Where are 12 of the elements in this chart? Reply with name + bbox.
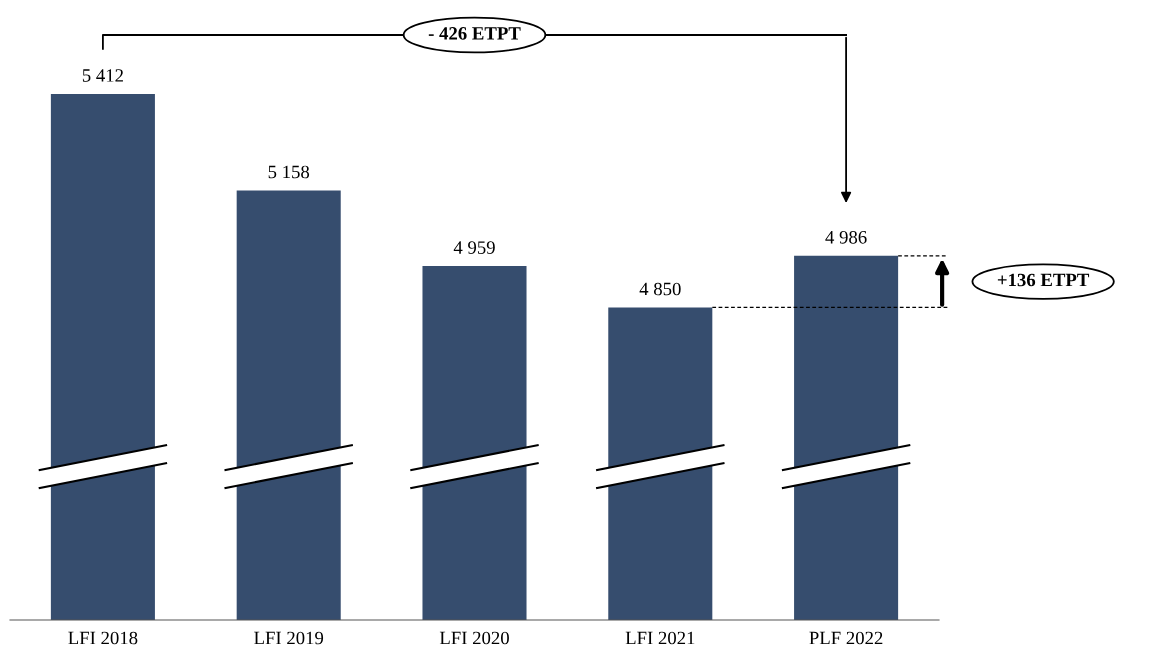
data-label: 5 158 <box>268 165 310 179</box>
data-label: 4 850 <box>639 282 681 296</box>
text: +136 ETPT <box>997 273 1090 287</box>
data-label: 5 412 <box>82 69 123 82</box>
x-tick-label: LFI 2019 <box>254 631 324 645</box>
text: - 426 ETPT <box>428 27 521 40</box>
x-tick-label: LFI 2020 <box>439 631 509 645</box>
x-tick-label: LFI 2021 <box>625 631 695 645</box>
x-tick-label: PLF 2022 <box>809 631 883 645</box>
data-label: 4 986 <box>825 230 867 244</box>
x-tick-label: LFI 2018 <box>68 631 138 645</box>
data-label: 4 959 <box>453 241 495 254</box>
